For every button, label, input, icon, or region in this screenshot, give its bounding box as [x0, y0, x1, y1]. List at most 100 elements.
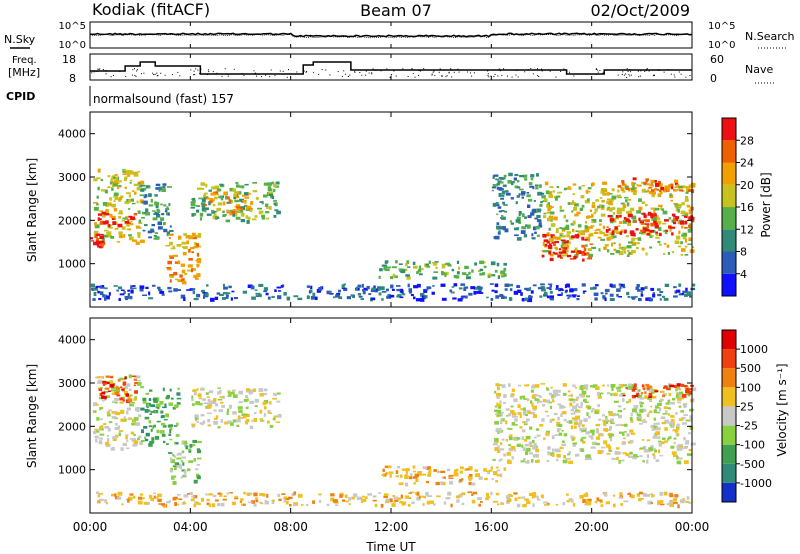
heatmap-cell-7	[491, 274, 496, 277]
heatmap-cell-6	[511, 456, 514, 460]
colorbar-swatch-7	[722, 118, 736, 141]
heatmap-cell-3	[181, 441, 185, 444]
heatmap-cell-2	[100, 240, 105, 243]
heatmap-cell-13	[251, 296, 256, 300]
heatmap-cell-2	[177, 387, 180, 390]
heatmap-cell-9	[602, 226, 606, 228]
heatmap-cell-6	[240, 207, 244, 210]
heatmap-cell-9	[547, 217, 552, 222]
heatmap-cell-9	[638, 198, 642, 202]
heatmap-cell-13	[357, 284, 362, 288]
heatmap-cell-6	[667, 399, 671, 403]
heatmap-cell-0	[133, 433, 136, 437]
heatmap-cell-13	[499, 293, 504, 298]
heatmap-cell-8	[189, 492, 193, 495]
nave-dot	[431, 73, 433, 75]
heatmap-cell-6	[526, 460, 530, 464]
heatmap-cell-3	[182, 462, 185, 466]
heatmap-cell-4	[169, 233, 173, 236]
heatmap-cell-9	[640, 220, 644, 222]
heatmap-cell-13	[426, 286, 431, 290]
heatmap-cell-13	[640, 287, 645, 291]
heatmap-cell-9	[675, 205, 678, 207]
heatmap-cell-13	[678, 283, 682, 287]
heatmap-cell-6	[548, 451, 551, 456]
heatmap-cell-13	[341, 284, 345, 289]
heatmap-cell-13	[99, 286, 105, 289]
heatmap-cell-9	[661, 208, 664, 212]
heatmap-cell-0	[107, 186, 111, 188]
heatmap-cell-2	[91, 240, 95, 242]
nave-dot	[507, 75, 508, 77]
heatmap-cell-13	[590, 287, 595, 290]
heatmap-cell-4	[182, 251, 187, 256]
heatmap-cell-6	[678, 443, 683, 446]
heatmap-cell-5	[245, 215, 248, 219]
heatmap-cell-0	[95, 403, 99, 406]
heatmap-cell-8	[519, 188, 524, 191]
heatmap-cell-5	[499, 473, 503, 478]
heatmap-cell-11	[668, 226, 672, 229]
heatmap-cell-6	[529, 426, 533, 430]
heatmap-cell-13	[222, 292, 228, 295]
heatmap-cell-7	[500, 270, 506, 275]
heatmap-cell-6	[497, 403, 502, 408]
heatmap-cell-2	[143, 426, 148, 429]
heatmap-cell-8	[416, 491, 420, 496]
heatmap-cell-12	[645, 178, 649, 182]
heatmap-cell-5	[474, 469, 478, 472]
nave-dot	[432, 71, 434, 73]
nave-dot	[595, 73, 597, 75]
heatmap-cell-0	[133, 397, 137, 401]
heatmap-cell-6	[494, 390, 497, 394]
heatmap-cell-6	[563, 455, 566, 459]
heatmap-cell-0	[122, 442, 127, 447]
heatmap-cell-7	[441, 271, 444, 275]
heatmap-cell-6	[502, 402, 506, 404]
heatmap-cell-1	[98, 388, 103, 392]
heatmap-cell-8	[555, 504, 559, 506]
heatmap-cell-13	[408, 288, 412, 292]
heatmap-cell-8	[139, 493, 144, 496]
heatmap-cell-10	[566, 254, 572, 258]
heatmap-cell-9	[622, 247, 626, 252]
heatmap-cell-1	[133, 378, 137, 381]
heatmap-cell-8	[253, 492, 258, 497]
heatmap-cell-13	[431, 291, 435, 295]
heatmap-cell-13	[520, 292, 523, 296]
heatmap-cell-13	[489, 283, 494, 285]
nave-dot	[418, 74, 420, 76]
heatmap-cell-8	[433, 503, 436, 506]
heatmap-cell-13	[183, 297, 186, 301]
heatmap-cell-6	[628, 455, 633, 458]
heatmap-cell-2	[170, 397, 174, 400]
heatmap-cell-2	[141, 429, 144, 434]
nave-dot	[499, 70, 501, 72]
heatmap-cell-6	[605, 415, 608, 419]
heatmap-cell-13	[567, 297, 570, 300]
nave-dot	[131, 74, 133, 76]
heatmap-cell-13	[226, 296, 229, 299]
heatmap-cell-8	[342, 499, 346, 502]
heatmap-cell-8	[538, 225, 543, 228]
heatmap-cell-9	[626, 249, 630, 252]
heatmap-cell-6	[610, 384, 616, 388]
heatmap-cell-5	[401, 468, 406, 471]
heatmap-cell-8	[536, 214, 541, 218]
heatmap-cell-9	[579, 207, 584, 211]
heatmap-cell-9	[672, 251, 675, 254]
heatmap-cell-7	[418, 265, 421, 270]
heatmap-cell-6	[574, 453, 580, 457]
heatmap-cell-5	[220, 197, 224, 201]
heatmap-cell-4	[196, 264, 200, 267]
heatmap-cell-4	[208, 424, 211, 427]
heatmap-cell-9	[671, 219, 675, 223]
heatmap-cell-9	[571, 210, 574, 213]
colorbar-swatch-6	[722, 140, 736, 163]
heatmap-cell-6	[498, 406, 501, 409]
heatmap-cell-6	[664, 427, 668, 431]
heatmap-cell-5	[206, 213, 212, 216]
heatmap-cell-9	[645, 190, 649, 193]
heatmap-cell-7	[395, 260, 398, 264]
heatmap-cell-4	[196, 236, 202, 238]
